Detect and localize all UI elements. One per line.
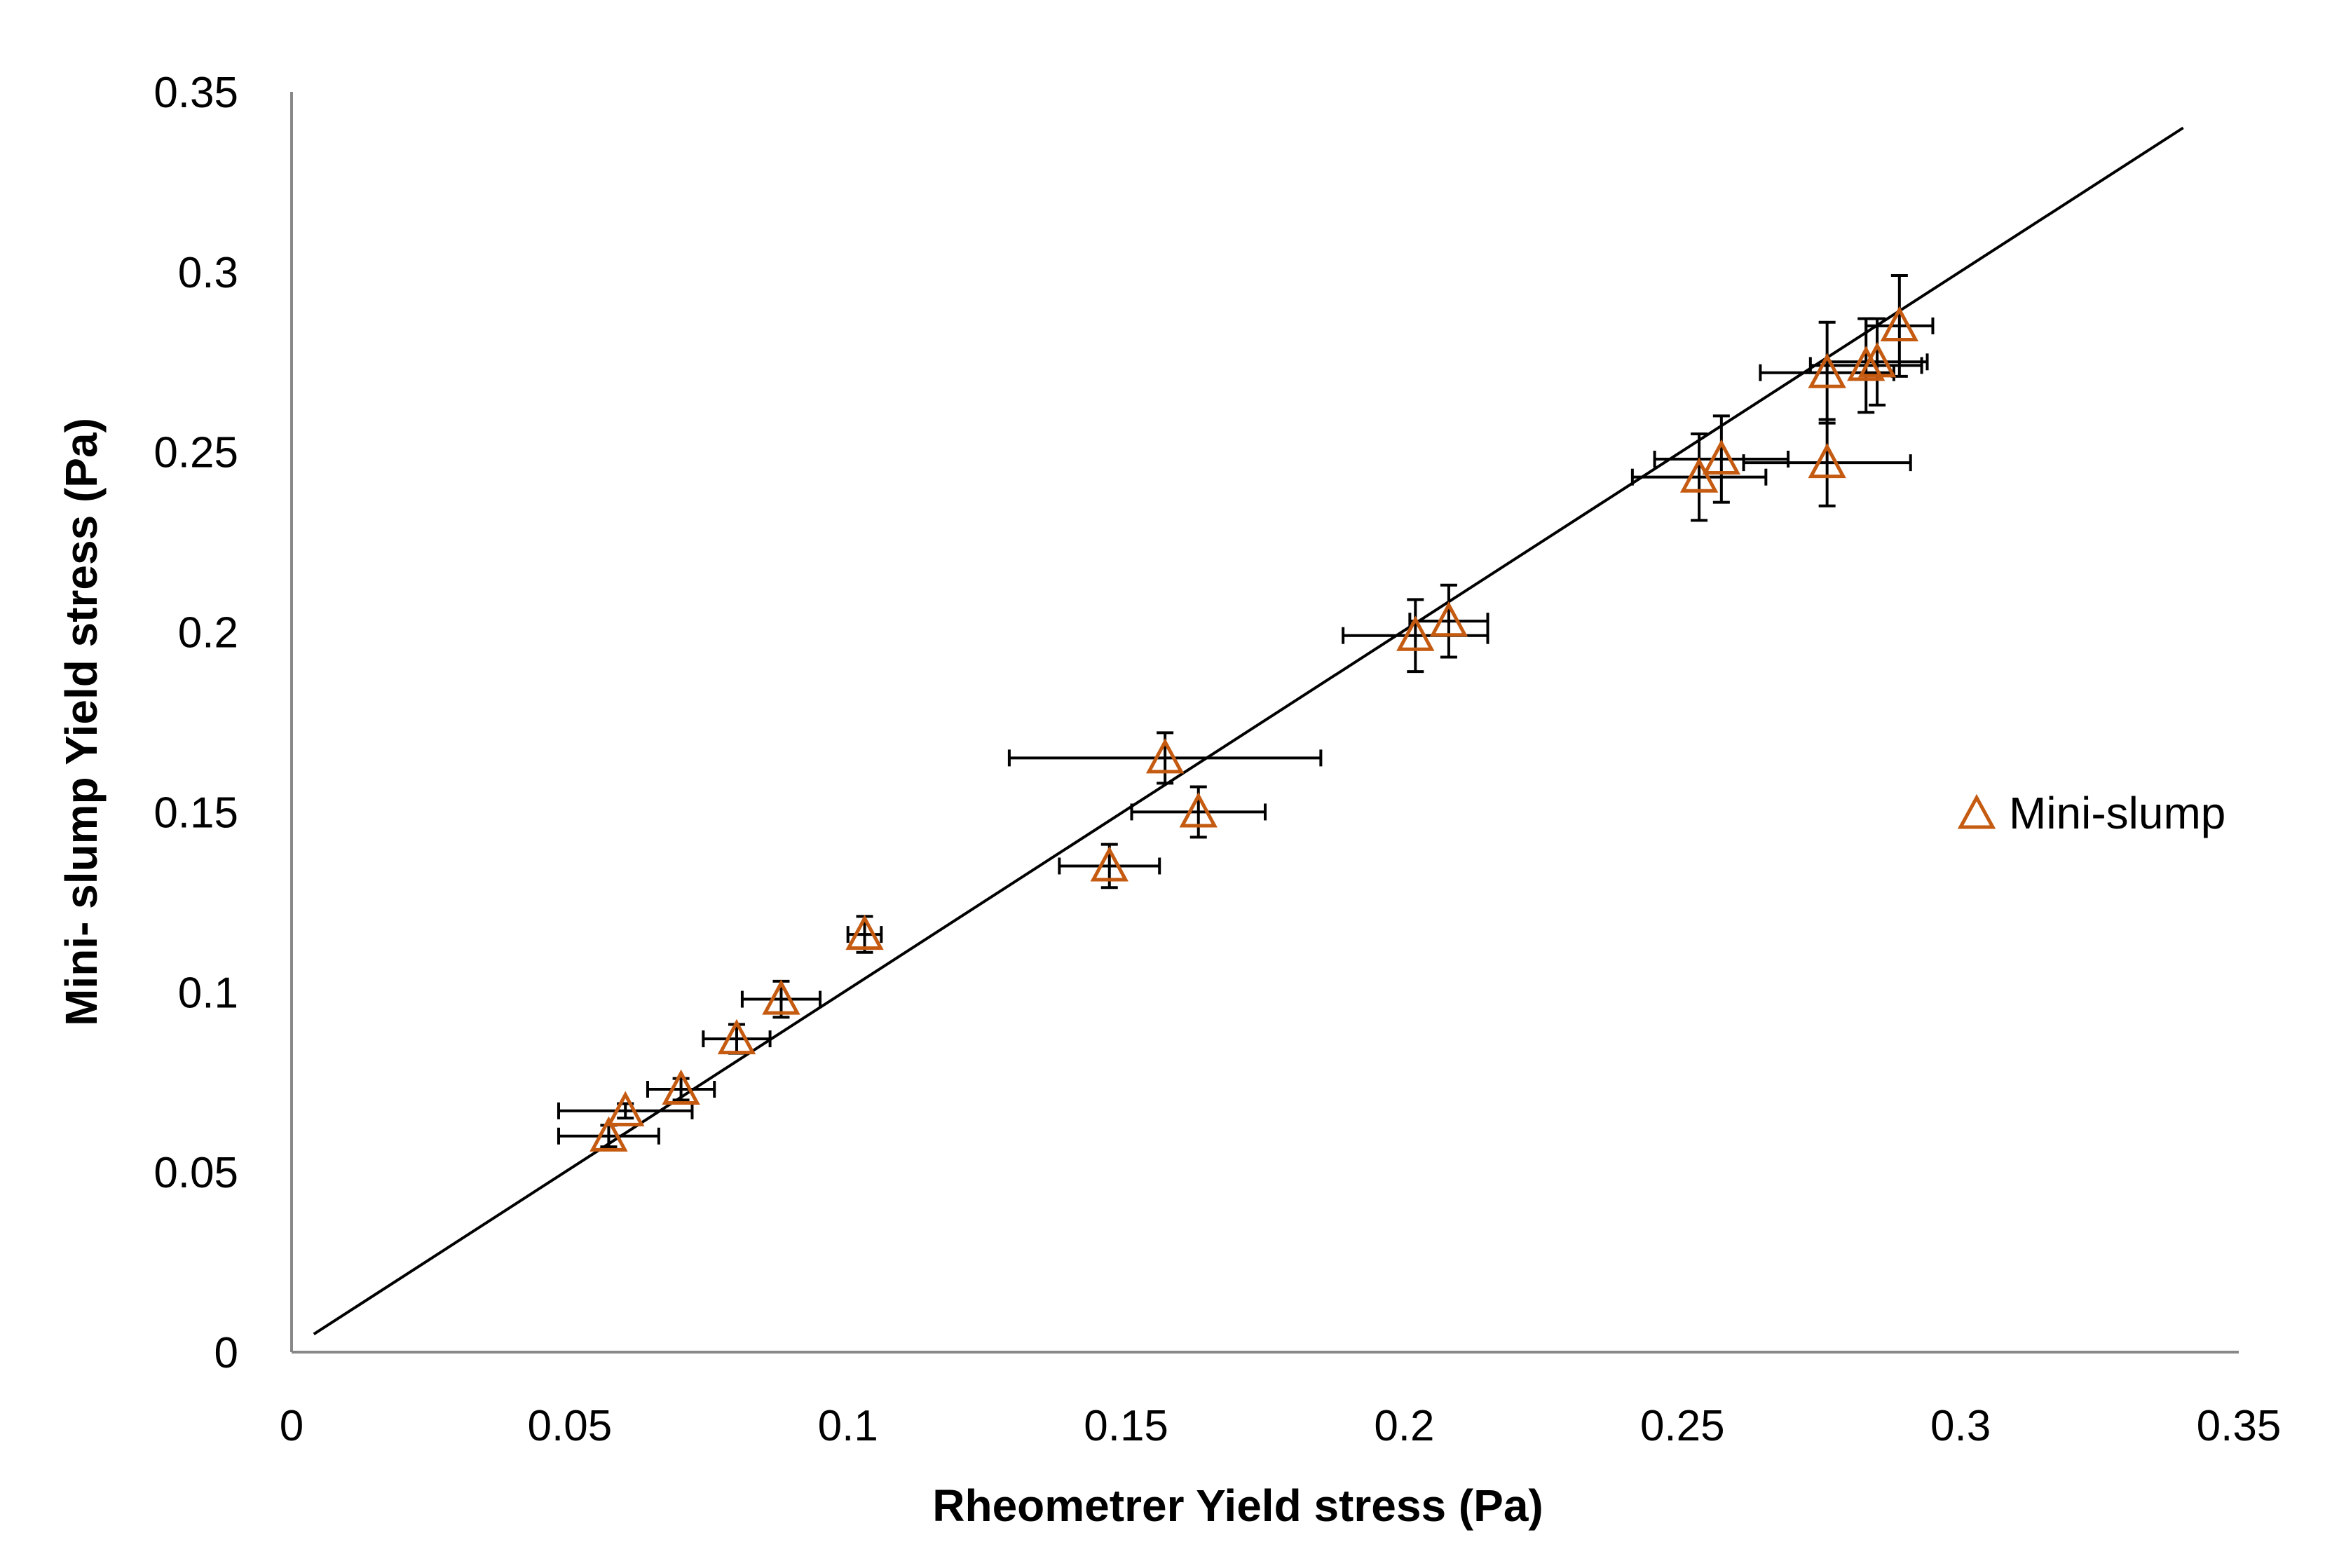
y-tick-label: 0.05 xyxy=(154,1149,238,1197)
data-point-triangle xyxy=(1429,601,1468,637)
data-point-triangle xyxy=(1808,353,1846,388)
data-point-triangle xyxy=(1090,846,1129,882)
data-point-triangle xyxy=(1808,442,1846,479)
x-tick-label: 0.35 xyxy=(2197,1402,2282,1450)
axes xyxy=(290,92,2239,1354)
data-point-triangle xyxy=(762,979,800,1015)
data-point-triangle xyxy=(1702,439,1741,475)
x-tick-label: 0.3 xyxy=(1930,1402,1991,1450)
y-tick-label: 0.3 xyxy=(178,249,238,297)
data-point-triangle xyxy=(1145,738,1185,774)
data-point-triangle xyxy=(1396,615,1435,651)
data-point-triangle xyxy=(606,1091,645,1126)
data-points xyxy=(589,306,1919,1152)
y-tick-label: 0.35 xyxy=(154,69,238,117)
errorbars xyxy=(557,273,1935,1149)
data-point-triangle xyxy=(1880,306,1919,341)
trendline xyxy=(313,126,2184,1335)
x-tick-label: 0.05 xyxy=(528,1402,613,1450)
data-point-triangle xyxy=(845,914,884,950)
x-tick-label: 0.15 xyxy=(1084,1402,1168,1450)
y-axis-title: Mini- slump Yield stress (Pa) xyxy=(56,418,107,1026)
data-point-triangle xyxy=(662,1069,700,1105)
x-axis-title: Rheometrer Yield stress (Pa) xyxy=(932,1480,1543,1531)
y-tick-label: 0.25 xyxy=(154,429,238,477)
data-point-triangle xyxy=(1857,342,1897,378)
legend: Mini-slump xyxy=(1957,788,2225,838)
x-tick-label: 0.25 xyxy=(1640,1402,1725,1450)
y-tick-label: 0.15 xyxy=(154,789,238,837)
data-point-triangle xyxy=(717,1018,756,1055)
data-point-triangle xyxy=(589,1116,628,1152)
x-tick-label: 0 xyxy=(280,1402,304,1450)
y-tick-label: 0.2 xyxy=(178,609,238,657)
data-point-triangle xyxy=(1679,457,1719,493)
data-point-triangle xyxy=(1179,792,1218,828)
y-tick-labels: 0 0.05 0.1 0.15 0.2 0.25 0.3 0.35 xyxy=(154,69,238,1377)
y-tick-label: 0 xyxy=(214,1329,238,1377)
legend-label: Mini-slump xyxy=(2009,788,2225,838)
x-tick-labels: 0 0.05 0.1 0.15 0.2 0.25 0.3 0.35 xyxy=(280,1402,2282,1450)
x-tick-label: 0.1 xyxy=(818,1402,878,1450)
x-tick-label: 0.2 xyxy=(1374,1402,1434,1450)
legend-marker-triangle xyxy=(1957,793,1996,829)
trendline-group xyxy=(313,126,2184,1335)
y-tick-label: 0.1 xyxy=(178,969,238,1017)
data-point-triangle xyxy=(1847,346,1886,381)
